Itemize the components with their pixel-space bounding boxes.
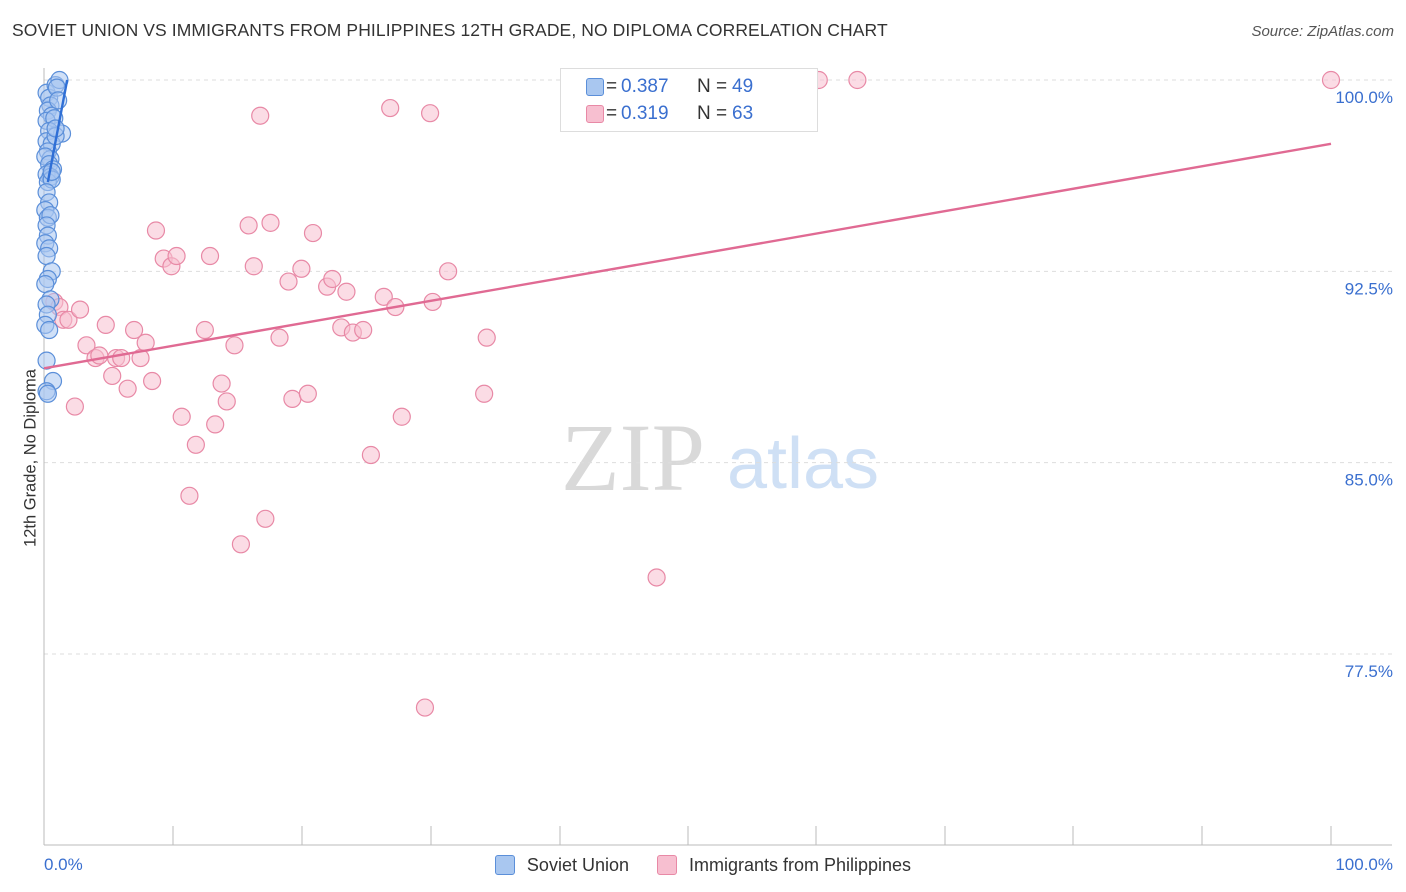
legend-label-philippines: Immigrants from Philippines [688, 854, 912, 875]
watermark: ZIP atlas [561, 404, 879, 511]
chart-legend: Soviet Union Immigrants from Philippines [0, 852, 1406, 878]
point-philippines [361, 445, 380, 465]
point-philippines [217, 392, 236, 411]
y-tick-label: 100.0% [1335, 88, 1393, 107]
point-soviet-union [46, 119, 65, 138]
x-tick-label-max: 100.0% [1335, 855, 1393, 874]
point-philippines [167, 246, 186, 266]
point-philippines [381, 98, 400, 118]
point-philippines [186, 435, 205, 454]
stats-legend-box: R = 0.387 N = 49 R = 0.319 N = 63 [560, 68, 818, 132]
point-philippines [180, 486, 199, 505]
point-philippines [477, 328, 496, 347]
point-philippines [77, 336, 96, 355]
tick-labels: 100.0% 92.5% 85.0% 77.5% 0.0% 100.0% [44, 88, 1393, 874]
point-philippines [279, 272, 298, 291]
point-soviet-union [37, 246, 56, 266]
grid [44, 79, 1392, 655]
stats-n-value: 63 [732, 103, 754, 124]
point-philippines [200, 246, 220, 266]
point-philippines [172, 407, 191, 426]
point-philippines [439, 262, 458, 281]
point-philippines [256, 509, 275, 528]
data-points [36, 70, 1341, 717]
stats-swatch-soviet [586, 78, 604, 96]
chart-source: Source: ZipAtlas.com [1251, 23, 1394, 40]
point-philippines [323, 269, 342, 289]
point-philippines [206, 415, 225, 434]
point-philippines [415, 698, 435, 717]
point-philippines [647, 568, 666, 587]
point-philippines [118, 379, 137, 398]
y-tick-label: 77.5% [1345, 662, 1393, 681]
point-philippines [90, 346, 109, 365]
point-soviet-union [36, 274, 55, 294]
point-philippines [374, 287, 393, 306]
point-philippines [231, 535, 251, 554]
watermark-atlas: atlas [727, 424, 879, 504]
stats-r-value: 0.319 [621, 103, 669, 124]
point-philippines [103, 366, 122, 386]
point-philippines [251, 106, 270, 125]
point-philippines [283, 389, 302, 408]
watermark-zip: ZIP [561, 404, 705, 511]
point-philippines [124, 320, 144, 340]
legend-swatch-philippines [656, 855, 677, 875]
point-philippines [239, 216, 258, 235]
point-philippines [195, 320, 214, 340]
trend-line-soviet-union [46, 79, 69, 183]
trend-lines [43, 79, 1332, 370]
point-philippines [392, 407, 411, 426]
x-tick-label-min: 0.0% [44, 855, 83, 874]
point-philippines [354, 320, 373, 340]
stats-swatch-philippines [586, 105, 604, 123]
point-philippines [225, 336, 244, 355]
point-philippines [146, 221, 166, 240]
legend-swatch-soviet [494, 855, 515, 875]
point-philippines [848, 70, 867, 90]
stats-n-value: 49 [732, 76, 754, 97]
point-philippines [303, 223, 323, 243]
legend-item-soviet[interactable]: Soviet Union [494, 854, 629, 876]
point-philippines [96, 315, 115, 335]
axes [43, 68, 1392, 846]
point-philippines [112, 348, 131, 368]
point-soviet-union [38, 384, 57, 403]
point-philippines [65, 397, 84, 416]
point-philippines [475, 384, 494, 403]
point-soviet-union [37, 351, 56, 370]
stats-row-soviet: R = 0.387 N = 49 [586, 75, 754, 99]
legend-item-philippines[interactable]: Immigrants from Philippines [656, 854, 912, 876]
point-philippines [421, 104, 440, 123]
point-soviet-union [40, 320, 59, 340]
point-philippines [212, 374, 231, 393]
trend-line-philippines [43, 142, 1332, 370]
stats-n-label: N = [697, 76, 728, 97]
point-philippines [292, 259, 311, 278]
point-philippines [1321, 70, 1341, 90]
point-philippines [244, 257, 263, 276]
point-philippines [59, 310, 78, 329]
y-tick-label: 92.5% [1345, 279, 1393, 298]
point-philippines [143, 371, 162, 391]
point-philippines [261, 213, 280, 232]
stats-r-value: 0.387 [621, 76, 669, 97]
legend-label-soviet: Soviet Union [526, 854, 629, 875]
point-philippines [70, 300, 90, 319]
stats-n-label: N = [697, 103, 728, 124]
y-tick-label: 85.0% [1345, 471, 1393, 490]
point-philippines [337, 282, 356, 301]
stats-row-philippines: R = 0.319 N = 63 [586, 102, 754, 126]
chart-title: SOVIET UNION VS IMMIGRANTS FROM PHILIPPI… [12, 20, 888, 40]
point-philippines [298, 384, 317, 403]
point-philippines [270, 328, 289, 347]
